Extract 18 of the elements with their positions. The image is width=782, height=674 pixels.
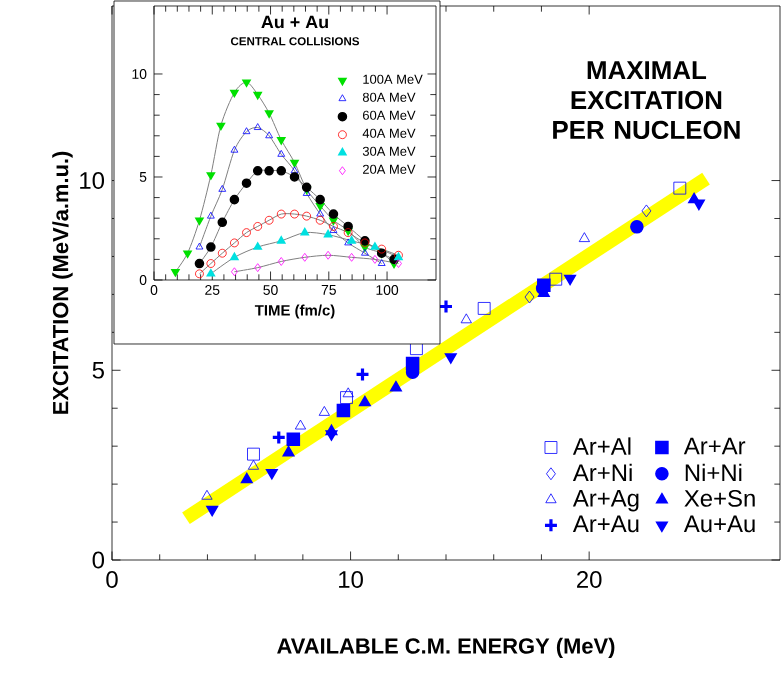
- legend-label: Au+Au: [683, 515, 755, 533]
- x-axis-title: AVAILABLE C.M. ENERGY (MeV): [277, 637, 615, 659]
- x-tick-label: 20: [577, 571, 602, 588]
- x-tick-label: 0: [106, 571, 118, 588]
- x-tick-label: 10: [339, 571, 363, 588]
- y-tick-label: 0: [92, 551, 105, 569]
- legend-label: Ar+Al: [572, 437, 631, 455]
- text: MAXIMAL EXCITATION PER NUCLEON: [553, 61, 740, 140]
- legend-label: Ni+Ni: [685, 463, 742, 481]
- y-axis-title: EXCITATION (MeV/a.m.u.): [52, 151, 73, 414]
- legend-label: Ar+Au: [572, 515, 639, 533]
- chart-title: Au + Au: [261, 15, 328, 29]
- y-tick-label: 5: [92, 361, 104, 379]
- legend-label: Ar+Ar: [683, 437, 746, 455]
- y-tick-label: 10: [80, 172, 105, 189]
- legend-label: Xe+Sn: [684, 489, 755, 507]
- legend-label: Ar+Ni: [572, 463, 632, 481]
- legend-label: Ar+Ag: [572, 490, 639, 512]
